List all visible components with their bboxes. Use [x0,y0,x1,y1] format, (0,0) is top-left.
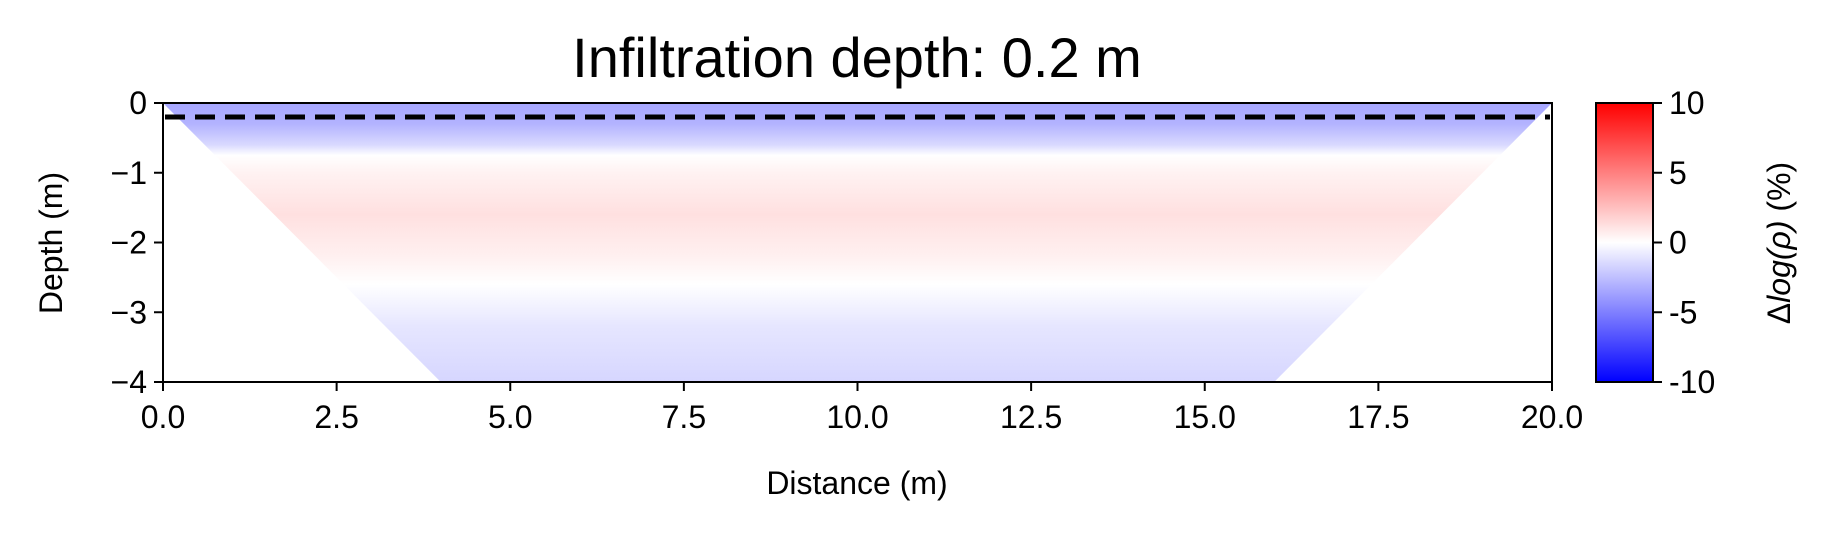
x-tick-label: 15.0 [1174,399,1236,435]
x-tick-label: 2.5 [314,399,358,435]
y-axis-label: Depth (m) [33,172,69,314]
colorbar-tick-label: 0 [1669,225,1687,261]
colorbar-gradient [1595,102,1654,383]
y-tick-label: −3 [111,294,147,330]
colorbar-label-func: log(ρ) [1761,220,1797,302]
x-tick-label: 5.0 [488,399,532,435]
y-tick-label: 0 [129,85,147,121]
colorbar-tick-label: 5 [1669,155,1687,191]
x-tick-label: 12.5 [1000,399,1062,435]
colorbar-label-unit: (%) [1761,162,1797,221]
y-tick-label: −4 [111,364,147,400]
heatmap-coverage-area [163,103,1552,382]
y-axis: 0 −1 −2 −3 −4 [111,85,163,400]
colorbar-ticks: 10 5 0 -5 -10 [1653,85,1715,400]
colorbar-tick-label: 10 [1669,85,1705,121]
x-tick-label: 17.5 [1347,399,1409,435]
colorbar-label: Δlog(ρ) (%) [1761,162,1797,324]
plot-area: 0.0 2.5 5.0 7.5 10.0 12.5 15.0 17.5 20.0 0 −1 −2 −3… [111,85,1584,435]
y-tick-label: −2 [111,225,147,261]
colorbar-label-delta: Δ [1761,303,1797,324]
x-tick-label: 0.0 [141,399,185,435]
x-tick-label: 7.5 [662,399,706,435]
x-axis-label: Distance (m) [766,465,947,501]
x-tick-label: 20.0 [1521,399,1583,435]
x-tick-label: 10.0 [826,399,888,435]
y-tick-label: −1 [111,155,147,191]
colorbar-tick-label: -5 [1669,294,1697,330]
x-axis: 0.0 2.5 5.0 7.5 10.0 12.5 15.0 17.5 20.0 [141,382,1583,435]
chart-title: Infiltration depth: 0.2 m [572,26,1142,89]
colorbar: 10 5 0 -5 -10 Δlog(ρ) (%) [1595,85,1797,400]
colorbar-tick-label: -10 [1669,364,1715,400]
